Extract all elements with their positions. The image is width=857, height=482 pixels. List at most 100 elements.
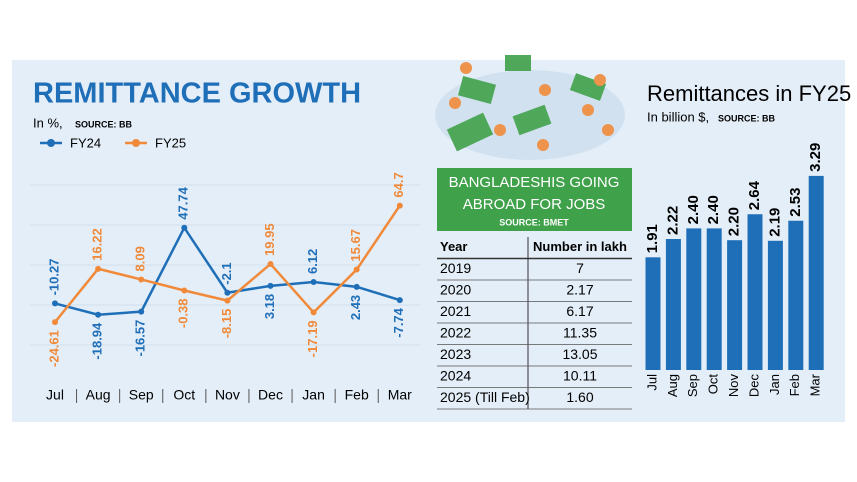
table-cell: 2.17 <box>566 281 593 297</box>
point <box>310 279 317 286</box>
bar <box>788 220 804 370</box>
jobs-header-box <box>437 168 632 231</box>
point <box>353 283 360 290</box>
data-label: 2.40 <box>685 195 702 224</box>
table-cell: 7 <box>576 260 584 276</box>
x-tick-label: Jul <box>46 387 64 403</box>
table-cell: 6.17 <box>566 303 593 319</box>
x-tick-label: Mar <box>808 373 823 396</box>
point <box>267 282 274 289</box>
legend-marker <box>47 139 55 147</box>
bar <box>808 175 824 370</box>
x-tick-label: Nov <box>726 374 741 398</box>
point <box>353 266 360 273</box>
x-tick-label: Oct <box>706 374 721 395</box>
x-tick-label: Aug <box>665 374 680 397</box>
data-label: 8.09 <box>133 246 148 271</box>
x-tick-label: Dec <box>258 387 283 403</box>
x-tick-label: Sep <box>129 387 154 403</box>
point <box>396 297 403 304</box>
point <box>181 287 188 294</box>
bar <box>665 239 681 370</box>
data-label: 2.40 <box>705 195 722 224</box>
chart-title: Remittances in FY25 <box>647 81 851 106</box>
subtitle: In %, <box>33 115 63 130</box>
bar-chart: 1.91 Jul 2.22 Aug 2.40 Sep 2.40 Oct 2.20 Nov 2.64 D… <box>644 143 824 397</box>
table-cell: 2022 <box>440 324 471 340</box>
table-cell: 11.35 <box>563 324 597 340</box>
x-tick-label: Aug <box>86 387 111 403</box>
table-cell: 2021 <box>440 303 471 319</box>
point <box>181 224 188 231</box>
x-tick-label: Feb <box>787 374 802 396</box>
table-cell: 10.11 <box>563 367 597 383</box>
table-cell: 2019 <box>440 260 471 276</box>
point <box>267 260 274 267</box>
data-label: -10.27 <box>46 259 61 296</box>
data-label: 2.22 <box>664 206 681 235</box>
subtitle: In billion $, <box>647 109 709 124</box>
jobs-title: ABROAD FOR JOBS <box>463 196 606 213</box>
money-illustration <box>435 55 625 160</box>
x-tick-label: Jul <box>644 374 659 391</box>
bar <box>706 228 722 370</box>
data-label: 16.22 <box>90 228 105 261</box>
point <box>95 311 102 318</box>
bar <box>686 228 702 370</box>
table-cell: 2020 <box>440 281 471 297</box>
x-tick-label: Nov <box>215 387 240 403</box>
source: SOURCE: BB <box>718 113 776 123</box>
point <box>396 202 403 209</box>
data-label: 2.53 <box>787 188 804 217</box>
point <box>224 289 231 296</box>
bar <box>727 240 743 370</box>
data-label: 3.29 <box>807 143 824 172</box>
table-header: Year <box>440 239 467 254</box>
x-tick-label: Mar <box>388 387 412 403</box>
data-label: 2.19 <box>766 208 783 237</box>
data-label: -18.94 <box>90 322 105 360</box>
data-label: 64.7 <box>391 172 406 197</box>
jobs-table: Year Number in lakh 2019 7 2020 2.17 2021 6.17 2… <box>437 237 632 410</box>
data-label: 1.91 <box>644 224 661 253</box>
point <box>52 300 58 307</box>
x-tick-label: Sep <box>685 374 700 397</box>
data-label: 15.67 <box>348 229 363 262</box>
table-cell: 2024 <box>440 367 471 383</box>
data-label: -7.74 <box>391 307 406 337</box>
line-chart: Jul Aug Sep Oct Nov Dec Jan Feb Mar -10.27 -18.94 -… <box>30 135 420 403</box>
x-tick-label: Jan <box>767 374 782 395</box>
data-label: 2.64 <box>746 180 763 210</box>
point <box>224 297 231 304</box>
data-label: 19.95 <box>262 223 277 256</box>
data-label: -0.38 <box>176 298 191 328</box>
x-tick-label: Jan <box>302 387 325 403</box>
point <box>310 309 317 316</box>
bar <box>767 240 783 370</box>
bar <box>645 257 661 370</box>
x-tick-label: Dec <box>746 374 761 398</box>
table-cell: 1.60 <box>566 389 593 405</box>
table-header: Number in lakh <box>533 239 627 254</box>
data-label: 47.74 <box>176 186 191 219</box>
point <box>95 265 102 272</box>
point <box>138 276 145 283</box>
legend-label: FY25 <box>155 135 186 150</box>
panel-background <box>12 60 845 422</box>
data-label: 2.20 <box>726 207 743 236</box>
table-cell: 2025 (Till Feb) <box>440 389 530 405</box>
point <box>52 319 58 326</box>
source: SOURCE: BB <box>75 119 133 129</box>
data-label: 6.12 <box>305 249 320 274</box>
data-label: -24.61 <box>46 330 61 367</box>
x-tick-label: Feb <box>345 387 369 403</box>
jobs-title: BANGLADESHIS GOING <box>449 174 620 191</box>
data-label: 3.18 <box>262 294 277 319</box>
bar <box>747 214 763 370</box>
jobs-source: SOURCE: BMET <box>499 217 569 227</box>
data-label: -2.1 <box>219 262 234 284</box>
x-tick-label: Oct <box>173 387 195 403</box>
table-cell: 13.05 <box>562 346 597 362</box>
legend-label: FY24 <box>70 135 101 150</box>
